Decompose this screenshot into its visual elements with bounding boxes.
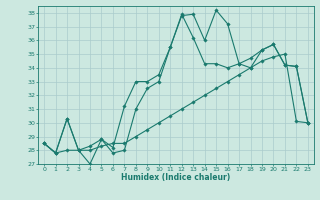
X-axis label: Humidex (Indice chaleur): Humidex (Indice chaleur): [121, 173, 231, 182]
